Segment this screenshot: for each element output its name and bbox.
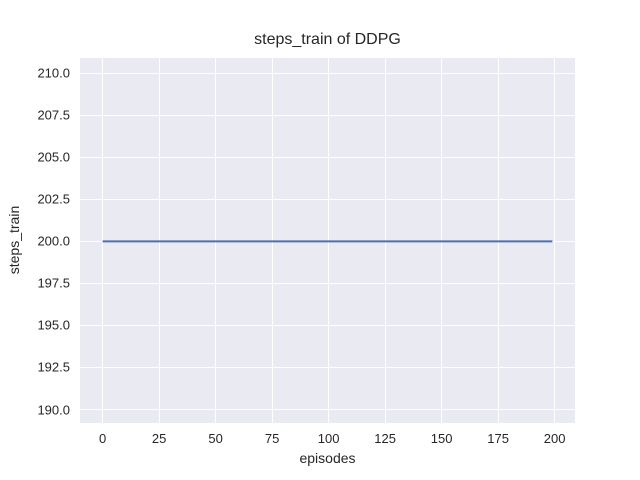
- y-tick-label: 197.5: [37, 275, 70, 291]
- gridline-horizontal: [80, 156, 575, 158]
- x-tick-label: 50: [208, 431, 223, 446]
- gridline-vertical: [554, 58, 556, 423]
- x-axis-label: episodes: [299, 450, 356, 466]
- x-tick-label: 100: [317, 431, 340, 446]
- x-tick-label: 200: [543, 431, 566, 446]
- gridline-horizontal: [80, 409, 575, 411]
- y-tick-label: 210.0: [37, 65, 70, 81]
- plot-area: [80, 58, 575, 423]
- x-tick-label: 25: [151, 431, 167, 446]
- gridline-horizontal: [80, 198, 575, 200]
- gridline-horizontal: [80, 282, 575, 284]
- y-tick-label: 200.0: [37, 233, 70, 249]
- gridline-horizontal: [80, 114, 575, 116]
- x-tick-label: 125: [374, 431, 396, 446]
- gridline-vertical: [102, 58, 104, 423]
- y-tick-label: 195.0: [37, 317, 70, 333]
- y-tick-label: 207.5: [37, 107, 70, 123]
- y-tick-label: 192.5: [37, 359, 70, 375]
- gridline-horizontal: [80, 324, 575, 326]
- y-tick-label: 202.5: [37, 191, 70, 207]
- series-layer: [102, 240, 553, 243]
- gridline-horizontal: [80, 72, 575, 74]
- gridline-horizontal: [80, 366, 575, 368]
- y-axis-label: steps_train: [6, 205, 22, 275]
- x-tick-label: 150: [430, 431, 453, 446]
- x-tick-label: 0: [98, 431, 107, 446]
- y-tick-label: 205.0: [37, 149, 70, 165]
- chart-title: steps_train of DDPG: [254, 31, 401, 48]
- x-tick-label: 75: [264, 431, 280, 446]
- x-tick-label: 175: [487, 431, 509, 446]
- y-tick-label: 190.0: [37, 402, 70, 418]
